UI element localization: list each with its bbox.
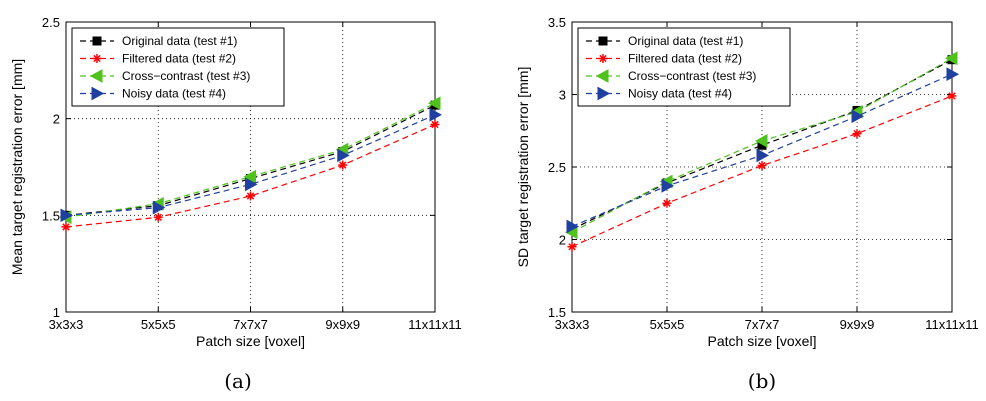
y-axis-label: SD target registration error [mm]	[515, 67, 531, 268]
data-point	[662, 198, 672, 208]
legend-entry-2: Filtered data (test #2)	[586, 52, 742, 66]
panel-caption: (b)	[748, 369, 776, 393]
data-point	[427, 96, 441, 111]
data-point	[153, 212, 163, 222]
legend-label: Noisy data (test #4)	[122, 87, 226, 101]
panel-caption: (a)	[224, 369, 252, 393]
series-line	[571, 95, 953, 248]
legend-marker	[91, 86, 105, 101]
legend-label: Cross−contrast (test #3)	[628, 69, 756, 83]
data-point	[757, 161, 767, 171]
legend-label: Original data (test #1)	[122, 34, 237, 48]
x-axis-label: Patch size [voxel]	[196, 333, 305, 349]
series-3	[564, 51, 958, 240]
series-4	[566, 67, 960, 234]
legend: Original data (test #1) Filtered data (te…	[577, 27, 791, 107]
series-line	[65, 123, 436, 228]
legend-marker	[92, 36, 102, 46]
x-tick-label: 5x5x5	[141, 317, 176, 332]
x-tick-label: 5x5x5	[650, 317, 685, 332]
data-point	[566, 219, 580, 234]
y-tick-label: 2.5	[548, 160, 566, 175]
legend-entry-3: Cross−contrast (test #3)	[586, 69, 756, 83]
legend: Original data (test #1) Filtered data (te…	[71, 27, 285, 107]
x-tick-label: 3x3x3	[49, 317, 84, 332]
y-tick-label: 1.5	[42, 208, 60, 223]
legend-entry-4: Noisy data (test #4)	[80, 87, 226, 101]
series-4	[60, 107, 443, 223]
series-2	[61, 119, 440, 232]
legend-label: Cross−contrast (test #3)	[122, 69, 250, 83]
y-tick-label: 2	[559, 233, 566, 248]
series-line	[65, 104, 436, 216]
y-tick-label: 2.5	[42, 15, 60, 30]
data-point	[246, 191, 255, 201]
x-tick-label: 3x3x3	[555, 317, 590, 332]
legend-marker	[598, 54, 608, 63]
legend-marker	[92, 54, 102, 63]
data-point	[756, 148, 770, 163]
y-tick-label: 1.5	[548, 305, 566, 320]
x-tick-label: 7x7x7	[233, 317, 268, 332]
legend-marker	[89, 69, 103, 83]
series-2	[567, 91, 957, 252]
x-tick-label: 9x9x9	[840, 317, 875, 332]
legend-label: Filtered data (test #2)	[628, 52, 742, 66]
legend-marker	[595, 69, 609, 83]
legend-entry-1: Original data (test #1)	[80, 34, 237, 48]
y-tick-label: 3.5	[548, 15, 566, 30]
series-line	[65, 102, 436, 218]
data-point	[430, 119, 440, 129]
y-tick-label: 1	[53, 305, 60, 320]
chart-panel-b: 3x3x3 5x5x5 7x7x7 9x9x9 11x11x11 1.5 2 2.5 3 3.5 P…	[515, 15, 979, 393]
data-point	[245, 177, 258, 192]
y-tick-label: 3	[559, 88, 566, 103]
x-tick-label: 11x11x11	[925, 317, 979, 332]
data-point	[947, 91, 957, 101]
legend-label: Noisy data (test #4)	[628, 87, 732, 101]
legend-box	[71, 27, 285, 107]
legend-entry-4: Noisy data (test #4)	[586, 87, 732, 101]
data-point	[243, 169, 256, 184]
x-tick-label: 7x7x7	[745, 317, 780, 332]
legend-label: Original data (test #1)	[628, 34, 743, 48]
x-tick-label: 9x9x9	[325, 317, 360, 332]
x-tick-label: 11x11x11	[408, 317, 462, 332]
y-axis-label: Mean target registration error [mm]	[9, 59, 25, 275]
legend-entry-3: Cross−contrast (test #3)	[80, 69, 250, 83]
data-point	[337, 148, 350, 163]
chart-panel-a: 3x3x3 5x5x5 7x7x7 9x9x9 11x11x11 1 1.5 2 2.5 Patc…	[9, 15, 462, 393]
legend-marker	[597, 86, 611, 101]
plot-frame	[571, 21, 953, 313]
data-point	[944, 51, 958, 66]
data-point	[60, 208, 74, 223]
data-point	[852, 129, 862, 139]
data-point	[946, 67, 960, 82]
legend-marker	[598, 36, 608, 46]
y-tick-label: 2	[53, 112, 60, 127]
series-line	[65, 114, 436, 216]
data-point	[661, 179, 675, 193]
data-point	[851, 109, 865, 124]
data-point	[61, 222, 71, 232]
data-point	[567, 242, 577, 252]
data-point	[152, 200, 166, 215]
legend-box	[577, 27, 791, 107]
legend-entry-2: Filtered data (test #2)	[80, 52, 236, 66]
data-point	[429, 107, 443, 122]
data-point	[754, 134, 768, 148]
legend-entry-1: Original data (test #1)	[586, 34, 743, 48]
plot-frame	[65, 21, 436, 313]
x-axis-label: Patch size [voxel]	[708, 333, 817, 349]
legend-label: Filtered data (test #2)	[122, 52, 236, 66]
data-point	[338, 160, 348, 170]
